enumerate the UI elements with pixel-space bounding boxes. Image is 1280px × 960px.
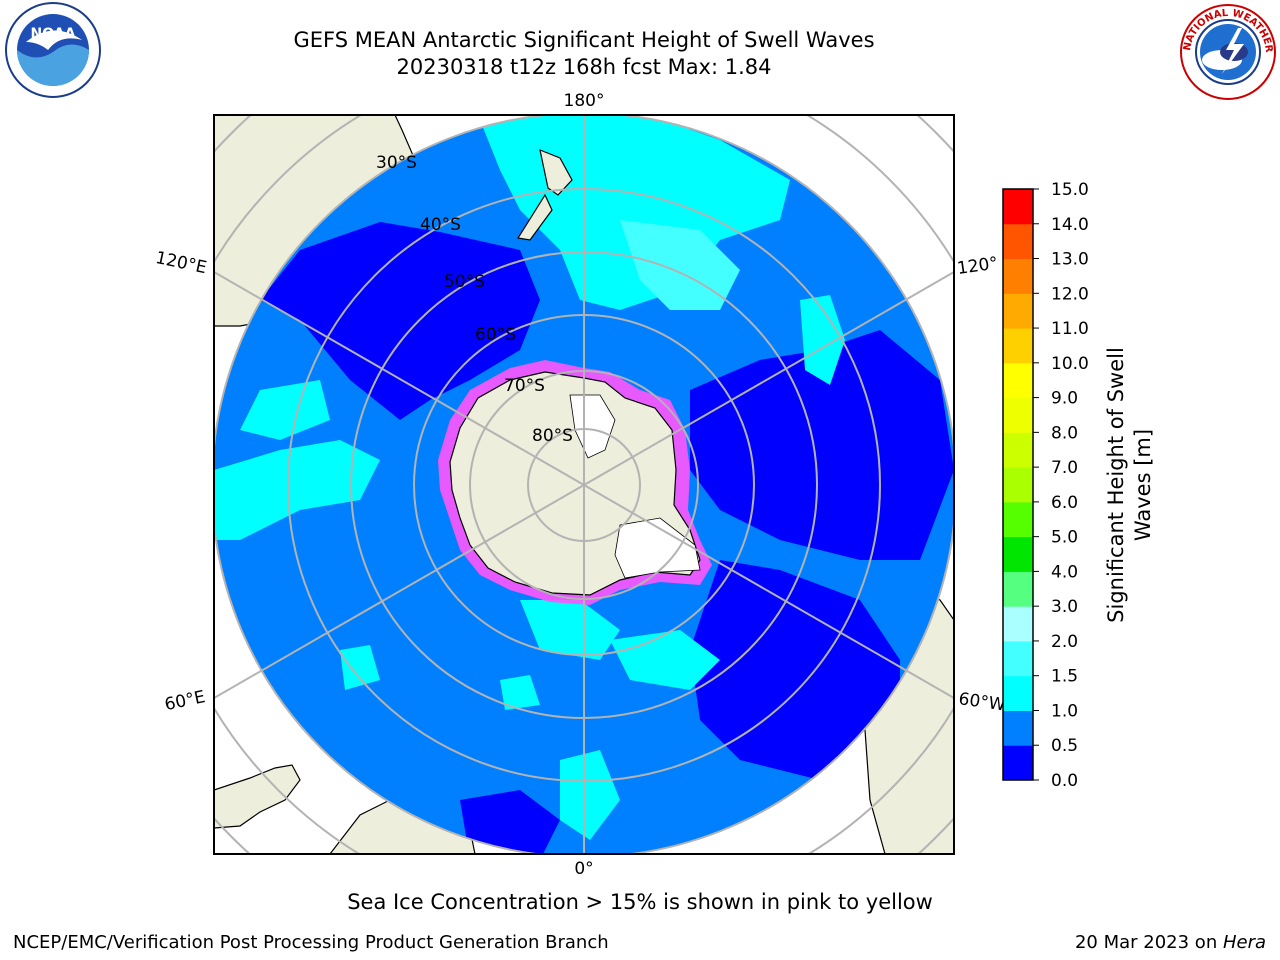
colorbar-tick-label: 7.0 [1051,458,1078,478]
lon-label-120e: 120°E [154,248,209,278]
swell-region-low-3 [690,560,900,780]
swell-region-mid-4 [520,600,620,660]
swell-region-mid-8 [500,675,540,710]
colorbar-tick-label: 3.0 [1051,597,1078,617]
colorbar-segment [1003,362,1033,399]
colorbar-segment [1003,606,1033,642]
colorbar-segment [1003,640,1033,677]
nws-logo: NATIONAL WEATHER SERVICE [1176,2,1276,100]
colorbar-tick-label: 4.0 [1051,562,1078,582]
colorbar-tick-label: 8.0 [1051,423,1078,443]
colorbar-segment [1003,745,1033,781]
colorbar-tick-label: 2.0 [1051,632,1078,652]
colorbar-tick-label: 1.5 [1051,667,1078,687]
footer-date-text: 20 Mar 2023 on [1074,932,1223,953]
footer-date: 20 Mar 2023 on Hera [1075,932,1266,953]
swell-region-mid-3 [240,380,330,440]
colorbar-tick-label: 11.0 [1051,319,1089,339]
colorbar-label-line1: Significant Height of Swell [1104,347,1128,623]
lon-label-60w: 60°W [957,689,1006,715]
colorbar-segment [1003,467,1033,503]
colorbar-frame [1002,188,1034,781]
swell-region-low-1 [260,222,540,420]
map-area: 30°S 40°S 50°S 60°S 70°S 80°S [214,115,954,854]
colorbar-tick-label: 12.0 [1051,284,1089,304]
map-frame [213,114,955,855]
lat-label-40s: 40°S [420,215,461,235]
ice-shelf-weddell [614,517,701,579]
colorbar-segment [1003,571,1033,607]
lon-label-180: 180° [564,91,605,111]
colorbar-segment [1003,258,1033,294]
colorbar-segment [1003,710,1033,746]
noaa-logo-text: NOAA [31,26,76,42]
colorbar-label-line2: Waves [m] [1131,429,1155,541]
lat-label-60s: 60°S [475,325,516,345]
lat-label-30s: 30°S [376,153,417,173]
lon-label-60e: 60°E [163,687,207,715]
swell-region-mid-5 [610,630,720,690]
swell-region-low-2 [690,330,954,560]
swell-region-low-4 [460,790,560,854]
colorbar-tick-label: 13.0 [1051,250,1089,270]
colorbar-tick-label: 1.0 [1051,701,1078,721]
lat-label-50s: 50°S [444,272,485,292]
footer-machine: Hera [1222,932,1266,953]
colorbar-segment [1003,223,1033,260]
colorbar-segment [1003,536,1033,572]
swell-region-mid-2 [214,440,380,540]
colorbar-segment [1003,432,1033,468]
chart-subtitle: 20230318 t12z 168h fcst Max: 1.84 [396,55,772,79]
colorbar-tick-label: 10.0 [1051,354,1089,374]
colorbar: 0.0 0.5 1.0 1.5 2.0 3.0 4.0 5.0 6.0 7.0 8.0 9.0 10.0… [1002,180,1089,791]
colorbar-segment [1003,328,1033,364]
noaa-logo: NOAA [5,2,101,98]
graticule [214,115,954,854]
colorbar-segment [1003,397,1033,433]
colorbar-tick-label: 0.0 [1051,771,1078,791]
footer-credit: NCEP/EMC/Verification Post Processing Pr… [13,932,609,953]
colorbar-tick-label: 9.0 [1051,389,1078,409]
colorbar-segment [1003,501,1033,538]
colorbar-tick-label: 15.0 [1051,180,1089,200]
swell-region-mid-7 [800,295,845,385]
swell-region-high [620,220,740,310]
swell-region-mid-6 [560,750,620,840]
sea-ice-note: Sea Ice Concentration > 15% is shown in … [347,890,933,914]
colorbar-tick-label: 14.0 [1051,215,1089,235]
land-new-zealand [517,149,573,241]
colorbar-segment [1003,189,1033,225]
chart-title: GEFS MEAN Antarctic Significant Height o… [293,28,875,52]
lon-label-120w: 120° [956,253,999,279]
colorbar-tick-label: 6.0 [1051,493,1078,513]
swell-region-mid-9 [340,645,380,690]
lat-label-80s: 80°S [532,426,573,446]
lat-label-70s: 70°S [504,376,545,396]
lon-label-0: 0° [574,859,593,879]
colorbar-segment [1003,675,1033,711]
colorbar-tick-label: 0.5 [1051,736,1078,756]
colorbar-segment [1003,293,1033,329]
colorbar-tick-label: 5.0 [1051,528,1078,548]
